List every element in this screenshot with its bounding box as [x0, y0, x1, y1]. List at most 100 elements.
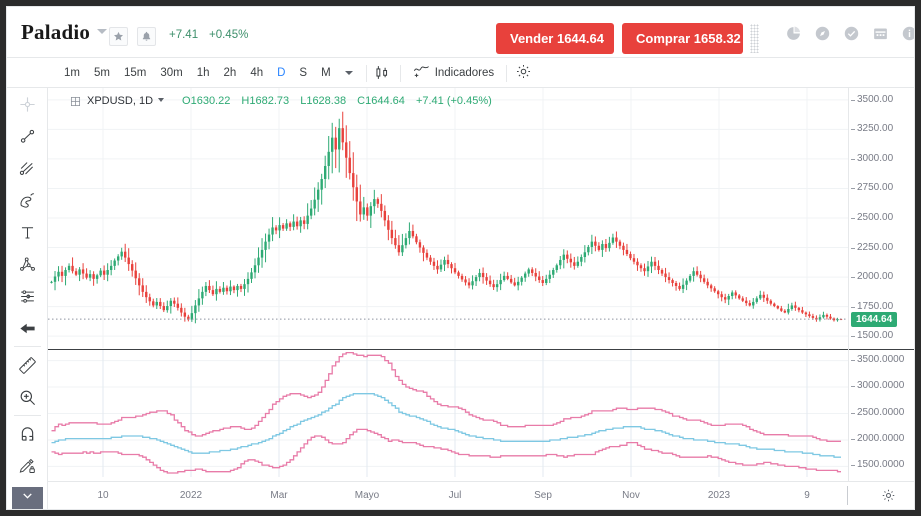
timeframe-m[interactable]: M: [321, 67, 331, 79]
favorite-star-button[interactable]: [109, 27, 128, 46]
timeframe-30m[interactable]: 30m: [160, 67, 183, 79]
high-value: H1682.73: [241, 95, 290, 107]
brush-tool[interactable]: [7, 184, 48, 216]
timeframe-2h[interactable]: 2h: [223, 67, 237, 79]
indicator-tick: 2500.0000: [850, 406, 905, 418]
timeframe-list: 1m 5m 15m 30m 1h 2h 4h D S M: [57, 58, 536, 88]
price-tick: 1500.00: [850, 330, 894, 342]
star-icon: [113, 31, 124, 42]
trend-line-tool[interactable]: [7, 120, 48, 152]
check-circle-icon[interactable]: [843, 25, 860, 42]
price-pane[interactable]: [48, 88, 914, 348]
change-value: +7.41 (+0.45%): [415, 95, 492, 107]
pie-chart-icon[interactable]: [785, 25, 802, 42]
price-tick: 2250.00: [850, 241, 894, 253]
bell-icon: [141, 31, 152, 42]
trading-app-window: Paladio +7.41 +0.45% Vender 1644.64 Comp…: [6, 6, 915, 510]
app-header: Paladio +7.41 +0.45% Vender 1644.64 Comp…: [7, 7, 914, 58]
indicator-tick: 1500.0000: [850, 459, 905, 471]
time-tick: Mar: [270, 490, 288, 501]
indicator-plot: [48, 350, 848, 477]
pitchfork-tool[interactable]: [7, 152, 48, 184]
price-scale[interactable]: 3500.00 3250.00 3000.00 2750.00 2500.00 2250.…: [848, 88, 914, 509]
text-tool[interactable]: [7, 216, 48, 248]
toolbar-divider-1: [365, 64, 367, 82]
chart-legend: XPDUSD, 1D O1630.22 H1682.73 L1628.38 C1…: [70, 95, 500, 107]
timeframe-1h[interactable]: 1h: [196, 67, 210, 79]
chevron-down-icon: [20, 488, 35, 508]
indicator-tick: 2000.0000: [850, 432, 905, 444]
collapse-toolbar-button[interactable]: [12, 487, 43, 509]
trade-buttons-panel: Vender 1644.64 Comprar 1658.32: [492, 14, 762, 54]
buy-button[interactable]: Comprar 1658.32: [622, 23, 743, 54]
symbol-chevron-down-icon[interactable]: [158, 98, 165, 102]
toolbar-divider-3: [506, 64, 508, 82]
current-price-badge: 1644.64: [851, 312, 898, 328]
brand-title: Paladio: [21, 20, 91, 44]
crosshair-tool[interactable]: [7, 88, 48, 120]
drawing-lock-tool[interactable]: [7, 450, 48, 482]
compass-icon[interactable]: [814, 25, 831, 42]
indicator-pane[interactable]: [48, 349, 914, 477]
sell-button[interactable]: Vender 1644.64: [496, 23, 614, 54]
pattern-tool[interactable]: [7, 248, 48, 280]
low-value: L1628.38: [300, 95, 347, 107]
timeframe-1m[interactable]: 1m: [64, 67, 80, 79]
header-change-percent: +0.45%: [209, 29, 249, 41]
header-icon-bar: [785, 25, 914, 42]
price-tick: 2500.00: [850, 212, 894, 223]
toolbar-divider: [13, 415, 41, 416]
indicators-label: Indicadores: [434, 67, 495, 79]
time-tick: 9: [804, 490, 810, 501]
calendar-icon[interactable]: [872, 25, 889, 42]
drag-handle[interactable]: [750, 24, 759, 53]
drawing-toolbar: [7, 88, 48, 509]
indicators-button[interactable]: Indicadores: [407, 64, 500, 82]
toolbar-divider-2: [399, 64, 401, 82]
time-tick: Nov: [622, 490, 640, 501]
close-value: C1644.64: [357, 95, 405, 107]
timeframe-5m[interactable]: 5m: [93, 67, 110, 79]
toolbar-divider: [13, 346, 41, 347]
zoom-in-tool[interactable]: [7, 381, 48, 413]
brand-chevron-down-icon[interactable]: [97, 29, 107, 34]
info-icon[interactable]: [901, 25, 914, 42]
chart-container[interactable]: XPDUSD, 1D O1630.22 H1682.73 L1628.38 C1…: [48, 88, 914, 509]
price-tick: 2750.00: [850, 182, 894, 194]
candlestick-icon[interactable]: [373, 63, 394, 84]
timeframe-4h[interactable]: 4h: [250, 67, 264, 79]
symbol-label[interactable]: XPDUSD, 1D: [87, 95, 154, 107]
indicators-icon: [413, 64, 430, 82]
expand-icon[interactable]: [70, 96, 81, 107]
indicator-tick: 3000.0000: [850, 380, 905, 392]
header-change-absolute: +7.41: [169, 29, 199, 41]
chevron-down-icon[interactable]: [338, 58, 360, 88]
price-tick: 1750.00: [850, 300, 894, 312]
time-tick: 2023: [707, 490, 731, 501]
timeframe-s[interactable]: S: [299, 67, 308, 79]
timeframe-toolbar: 1m 5m 15m 30m 1h 2h 4h D S M: [7, 58, 914, 88]
forecast-tool[interactable]: [7, 280, 48, 312]
price-tick: 3250.00: [850, 123, 894, 135]
time-tick: Jul: [448, 490, 462, 501]
timeframe-15m[interactable]: 15m: [123, 67, 147, 79]
price-tick: 3500.00: [850, 93, 894, 105]
price-tick: 3000.00: [850, 152, 894, 164]
candlestick-plot: [48, 88, 848, 348]
gear-icon[interactable]: [515, 63, 536, 84]
timeframe-d[interactable]: D: [277, 67, 286, 79]
price-tick: 2000.00: [850, 271, 894, 283]
ohlc-values: O1630.22 H1682.73 L1628.38 C1644.64 +7.4…: [182, 95, 500, 107]
gear-icon[interactable]: [881, 488, 896, 503]
time-tick: Sep: [534, 490, 552, 501]
indicator-tick: 3500.0000: [850, 353, 905, 365]
time-scale-divider: [847, 486, 848, 505]
time-tick: 2022: [179, 490, 203, 501]
time-tick: Mayo: [354, 490, 380, 501]
alerts-bell-button[interactable]: [137, 27, 156, 46]
measure-tool[interactable]: [7, 349, 48, 381]
magnet-tool[interactable]: [7, 418, 48, 450]
arrow-tool[interactable]: [7, 312, 48, 344]
time-scale[interactable]: 10 2022 Mar Mayo Jul Sep Nov 2023 9: [48, 481, 914, 509]
pane-separator: [849, 349, 914, 350]
